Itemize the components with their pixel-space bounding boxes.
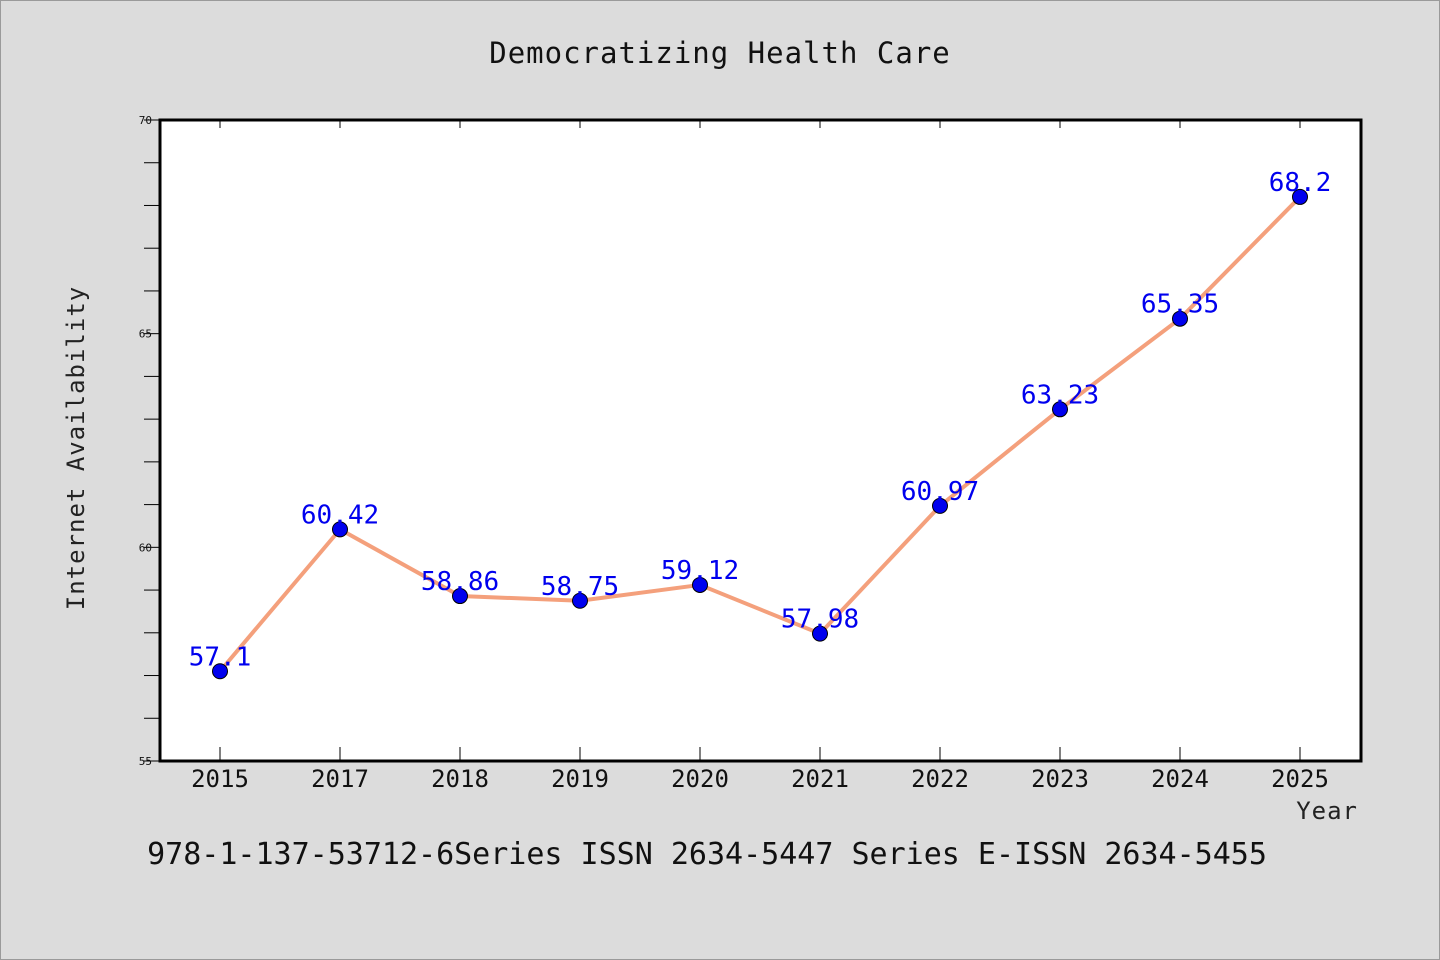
footer-text: 978-1-137-53712-6Series ISSN 2634-5447 S… bbox=[147, 837, 1267, 872]
y-tick-label: 55 bbox=[139, 755, 152, 768]
y-tick-label: 70 bbox=[139, 114, 152, 127]
data-point bbox=[332, 521, 348, 538]
x-tick-label: 2020 bbox=[671, 765, 729, 793]
data-point bbox=[452, 588, 468, 605]
data-points bbox=[212, 188, 1308, 680]
data-point bbox=[212, 663, 228, 680]
y-tick-label: 60 bbox=[139, 541, 152, 554]
data-label: 65.35 bbox=[1141, 290, 1219, 320]
data-label: 58.75 bbox=[541, 572, 619, 602]
data-point bbox=[932, 497, 948, 514]
y-axis-label: Internet Availability bbox=[62, 286, 90, 610]
data-point bbox=[1052, 401, 1068, 418]
data-label: 63.23 bbox=[1021, 380, 1099, 410]
x-tick-label: 2018 bbox=[431, 765, 489, 793]
x-tick-label: 2021 bbox=[791, 765, 849, 793]
series-line bbox=[218, 195, 1302, 673]
data-label: 57.1 bbox=[189, 642, 252, 672]
data-label: 60.97 bbox=[901, 477, 979, 507]
data-label: 57.98 bbox=[781, 605, 859, 635]
y-axis: 55 60 65 70 bbox=[139, 114, 160, 768]
y-tick-label: 65 bbox=[139, 328, 152, 341]
data-point bbox=[692, 576, 708, 593]
plot-area bbox=[158, 118, 1363, 763]
x-axis-label: Year bbox=[1296, 797, 1358, 825]
x-tick-label: 2025 bbox=[1271, 765, 1329, 793]
x-tick-label: 2022 bbox=[911, 765, 969, 793]
x-tick-label: 2024 bbox=[1151, 765, 1209, 793]
x-tick-label: 2019 bbox=[551, 765, 609, 793]
x-tick-label: 2017 bbox=[311, 765, 369, 793]
data-label: 68.2 bbox=[1269, 168, 1332, 198]
data-point bbox=[812, 625, 828, 642]
x-tick-label: 2023 bbox=[1031, 765, 1089, 793]
chart-title: Democratizing Health Care bbox=[489, 36, 951, 70]
data-label: 58.86 bbox=[421, 567, 499, 597]
x-axis: 2015 2017 2018 2019 2020 2021 2022 2023 2024 2025 bbox=[191, 120, 1329, 793]
data-point bbox=[572, 592, 588, 609]
x-tick-label: 2015 bbox=[191, 765, 249, 793]
data-labels: 57.1 60.42 58.86 58.75 59.12 57.98 60.97 63.23 6… bbox=[189, 168, 1332, 672]
data-label: 59.12 bbox=[661, 556, 739, 586]
data-point bbox=[1292, 188, 1308, 205]
data-point bbox=[1172, 310, 1188, 327]
data-label: 60.42 bbox=[301, 500, 379, 530]
